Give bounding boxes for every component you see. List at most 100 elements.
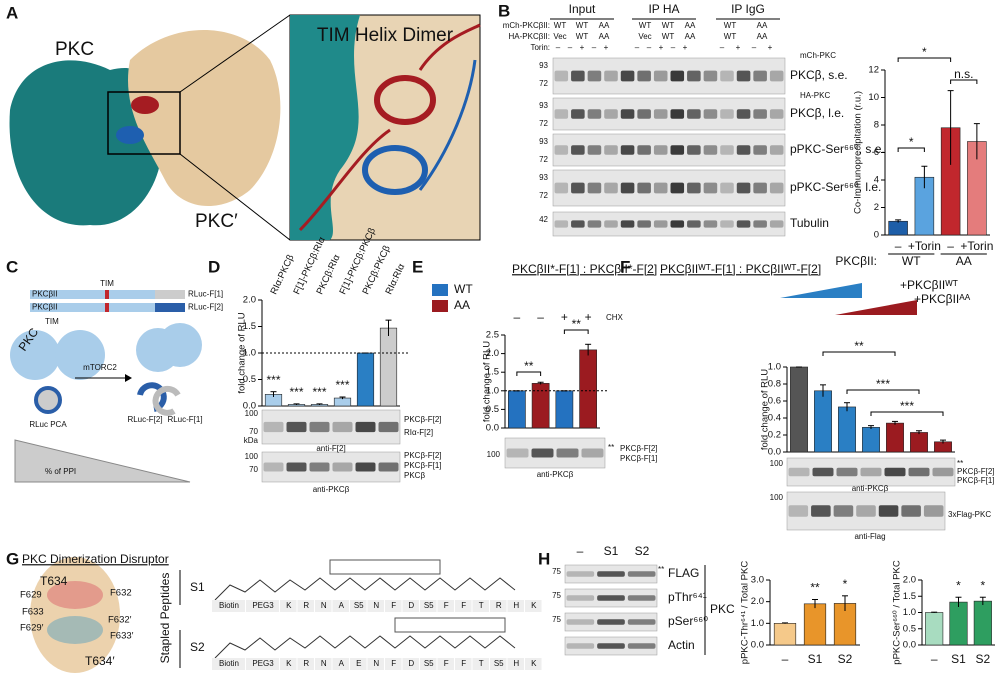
- band-label: mCh-PKC: [800, 51, 836, 60]
- bar: [333, 397, 352, 407]
- residue-box: [212, 600, 245, 612]
- y-tick-label: 2.0: [903, 575, 916, 586]
- construct-label: PKCβII: [32, 303, 58, 312]
- legend-swatch: [432, 300, 448, 312]
- blot-band: [753, 182, 767, 194]
- loop: [418, 59, 477, 191]
- mw-marker: 93: [539, 101, 548, 110]
- blot-label: FLAG: [668, 566, 699, 580]
- bar: [949, 601, 968, 646]
- bar: [862, 427, 880, 453]
- residue: A: [339, 601, 345, 610]
- lane-label: WT: [639, 21, 652, 30]
- y-tick-label: 0.2: [768, 430, 781, 441]
- blot-band: [263, 462, 284, 472]
- mw-marker: 72: [539, 119, 548, 128]
- blot-band: [355, 462, 376, 472]
- bar: [886, 422, 904, 453]
- residue-box: [385, 600, 402, 612]
- lane-label: –: [635, 43, 640, 52]
- blot-band: [554, 70, 569, 82]
- y-tick-label: 0.5: [903, 623, 916, 634]
- residue-label: F629: [20, 590, 42, 601]
- significance-label: **: [524, 359, 534, 373]
- y-tick-label: 0.0: [751, 640, 764, 651]
- mw-marker: 100: [487, 450, 501, 459]
- residue-box: [507, 658, 524, 670]
- residue: N: [321, 601, 327, 610]
- blot-band: [769, 220, 784, 228]
- significance-label: ***: [266, 373, 280, 387]
- band-mark: **: [658, 565, 664, 574]
- panel-letter: F: [620, 257, 630, 276]
- lane-label: AA: [599, 32, 610, 41]
- blot-label: pPKC-Ser⁶⁶⁰, s.e.: [790, 142, 885, 156]
- blot-band: [566, 571, 595, 577]
- residue: K: [531, 659, 537, 668]
- bar: [579, 349, 597, 429]
- blot-band: [653, 182, 668, 194]
- y-tick-label: 6: [874, 147, 879, 158]
- blot-band: [571, 145, 585, 155]
- y-tick-label: 0.0: [486, 423, 499, 434]
- y-tick-label: 4: [874, 175, 879, 186]
- residue: S5: [424, 601, 434, 610]
- legend-label: AA: [454, 298, 470, 312]
- y-tick-label: 8: [874, 120, 879, 131]
- mw-marker: 75: [552, 567, 561, 576]
- blot-band: [597, 571, 625, 577]
- residue: A: [339, 659, 345, 668]
- residue: F: [391, 659, 396, 668]
- lane-label: WT: [724, 21, 737, 30]
- residue-box: [280, 600, 297, 612]
- antibody-label: anti-F[2]: [316, 444, 345, 453]
- blot-band: [309, 462, 330, 472]
- blot-band: [597, 619, 625, 625]
- peptide-name: S1: [190, 580, 205, 594]
- blot-label: RIα-F[2]: [404, 428, 433, 437]
- residue-label: T634: [40, 574, 68, 588]
- antibody-label: anti-PKCβ: [852, 484, 889, 493]
- lane-label: AA: [685, 21, 696, 30]
- residue-box: [437, 600, 454, 612]
- blot-band: [597, 595, 625, 601]
- lane-label: S1: [604, 544, 619, 558]
- band-label: HA-PKC: [800, 91, 830, 100]
- blot-band: [587, 220, 602, 228]
- blot-label: PKCβ-F[1]: [620, 454, 658, 463]
- pkc-domain: [10, 330, 60, 380]
- residue-box: [402, 600, 419, 612]
- lane-label: WT: [662, 32, 675, 41]
- lane-label: Vec: [553, 32, 566, 41]
- blot-band: [720, 109, 734, 119]
- mw-marker: 70: [249, 465, 258, 474]
- lane-label: –: [577, 544, 584, 558]
- residue-box: [350, 600, 367, 612]
- category-label: –: [782, 652, 789, 666]
- blot-band: [620, 182, 635, 194]
- residue: N: [373, 601, 379, 610]
- residue: PEG3: [252, 601, 274, 610]
- significance-bracket: [822, 351, 896, 356]
- residue: S5: [354, 601, 364, 610]
- category-label: S1: [808, 652, 823, 666]
- lane-label: –: [568, 43, 573, 52]
- mw-marker: 100: [770, 459, 784, 468]
- arrow: [125, 374, 132, 382]
- residue-box: [212, 658, 245, 670]
- bar: [910, 432, 928, 453]
- blot-band: [620, 70, 635, 82]
- lane-label: WT: [554, 21, 567, 30]
- group-header: IP IgG: [731, 2, 765, 16]
- helix: [131, 96, 159, 114]
- lane-label: –: [720, 43, 725, 52]
- mw-marker: 93: [539, 61, 548, 70]
- blot-band: [860, 467, 882, 477]
- y-tick-label: 1.0: [903, 607, 916, 618]
- bar: [838, 406, 856, 453]
- blot-band: [627, 643, 656, 649]
- zoom-line: [179, 14, 291, 93]
- lane-label: WT: [576, 21, 589, 30]
- residue-box: [297, 600, 314, 612]
- group-label: WT: [902, 254, 921, 268]
